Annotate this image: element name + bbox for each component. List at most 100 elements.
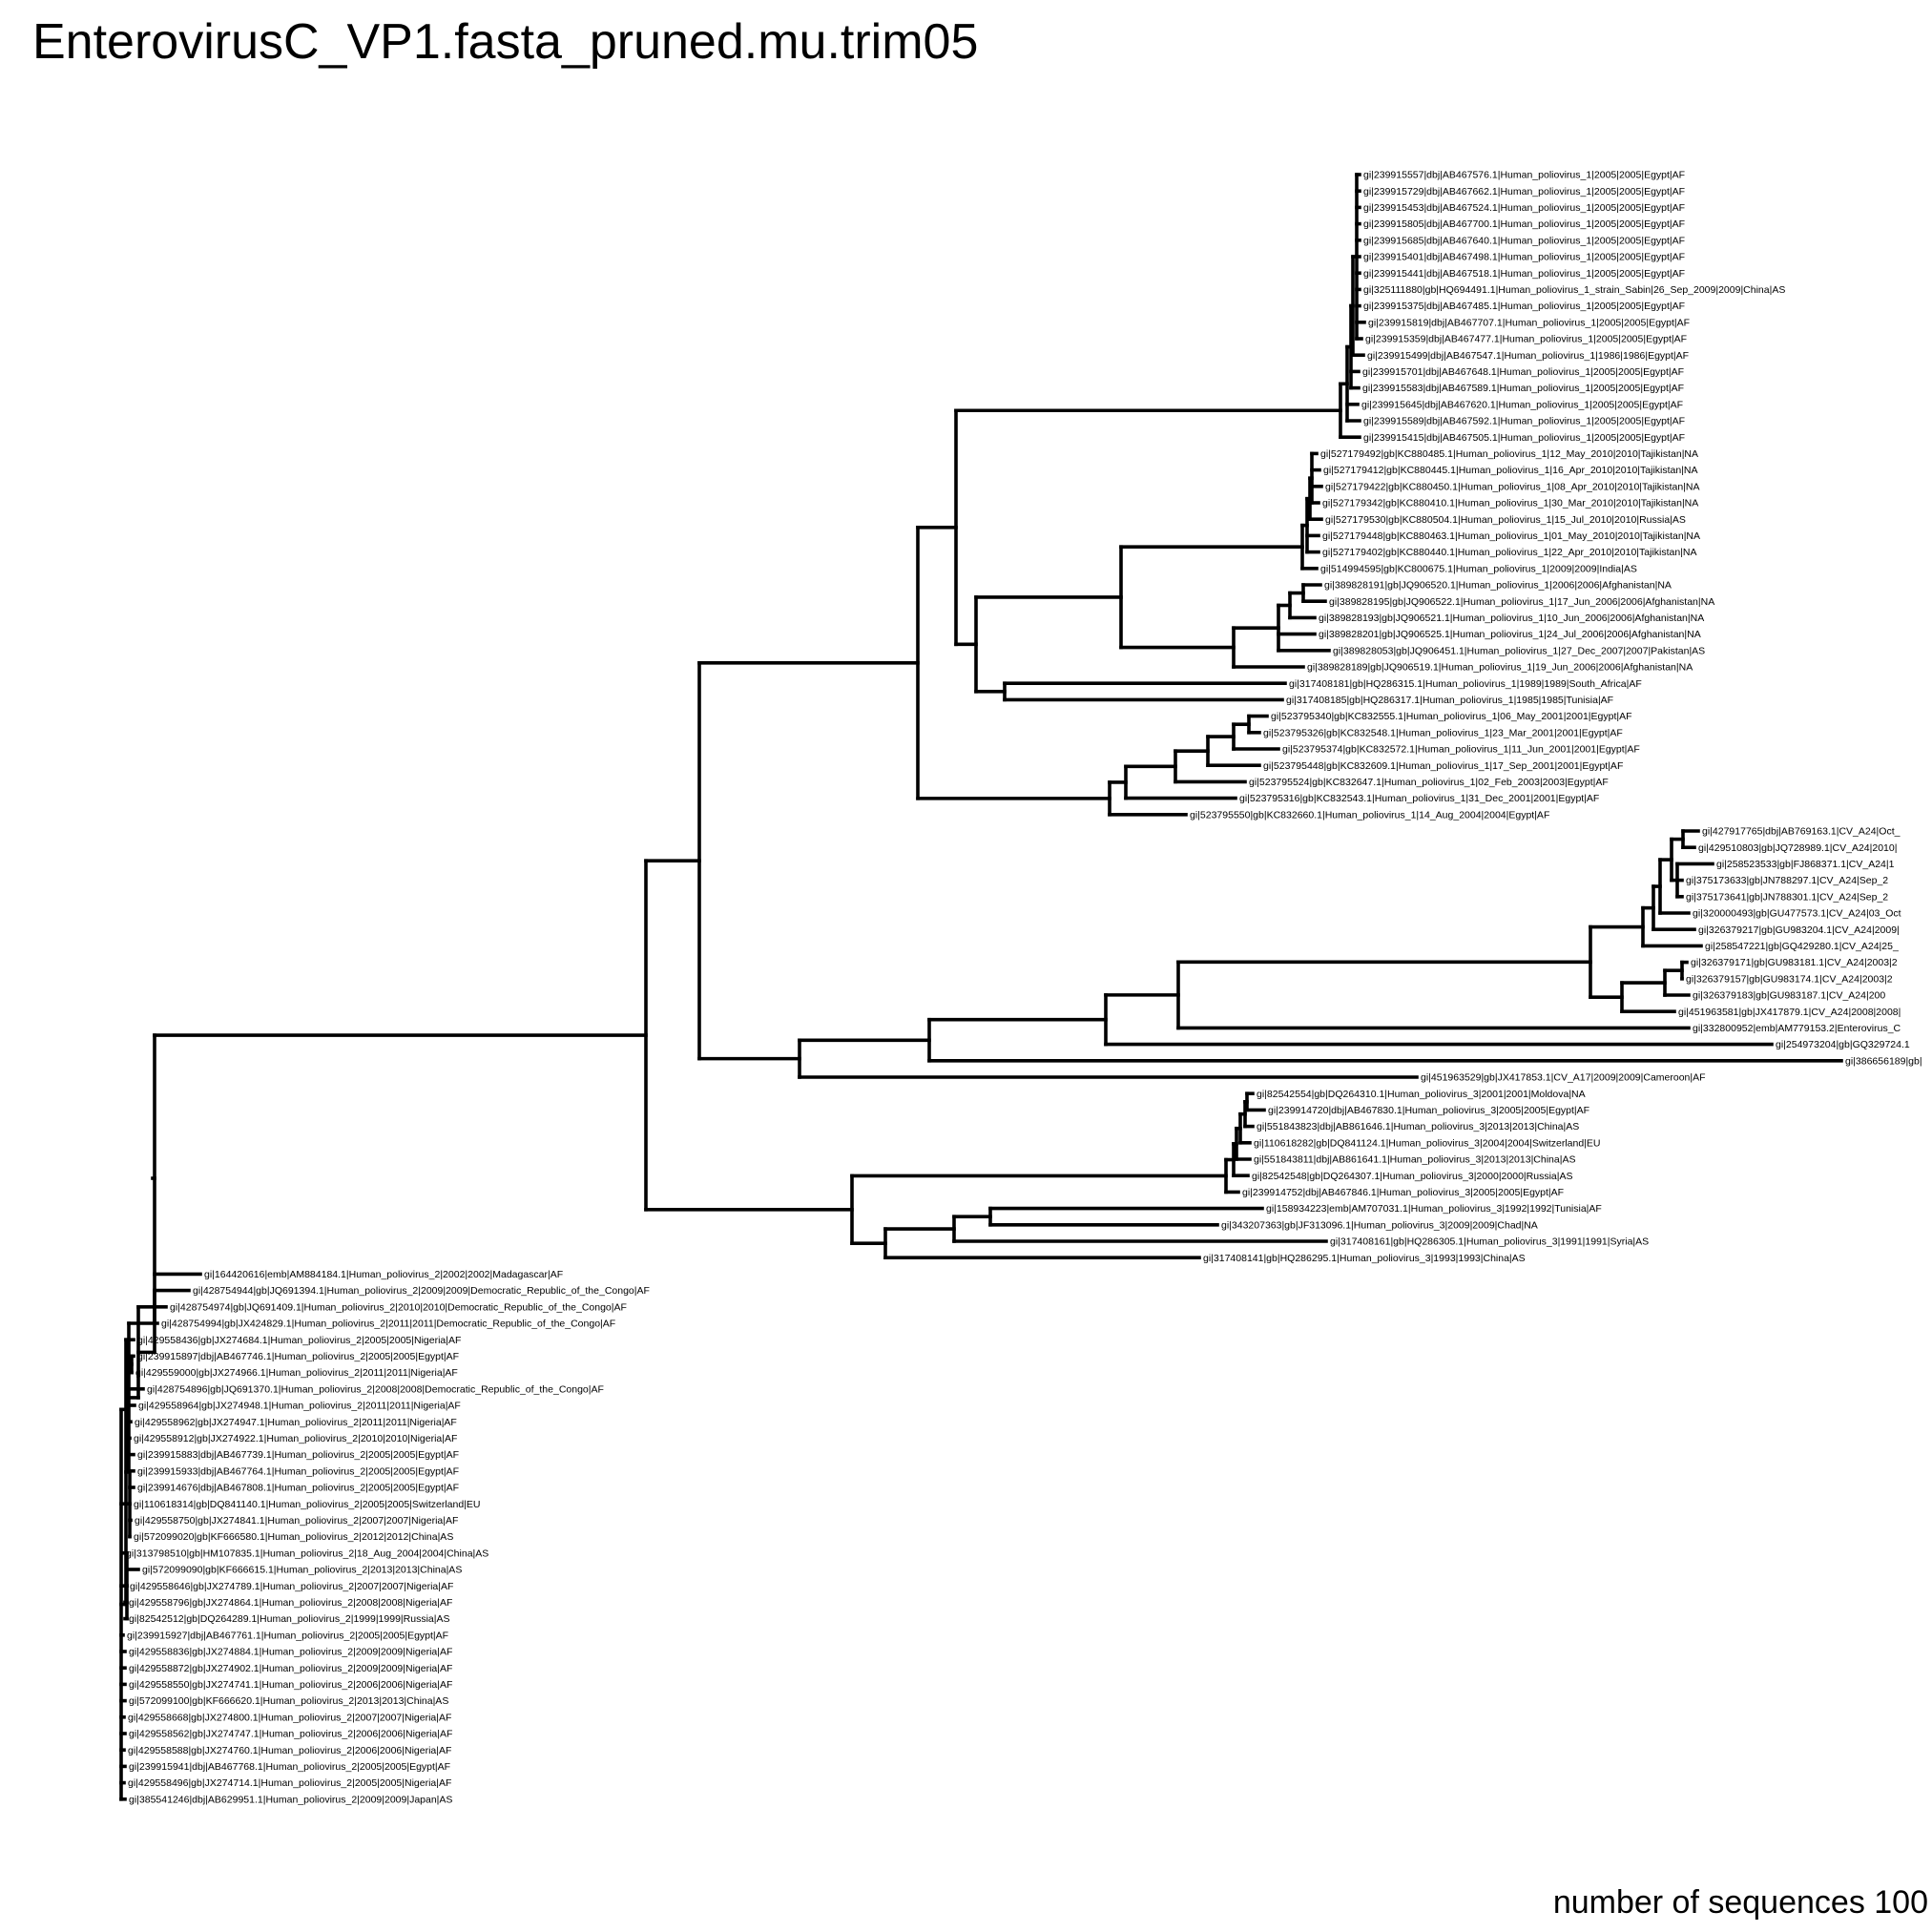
tip-label: gi|258547221|gb|GQ429280.1|CV_A24|25_ [1705, 941, 1899, 952]
tip-label: gi|429558962|gb|JX274947.1|Human_poliovi… [135, 1417, 457, 1428]
tip-label: gi|317408185|gb|HQ286317.1|Human_poliovi… [1286, 695, 1613, 706]
tip-label: gi|239915701|dbj|AB467648.1|Human_poliov… [1362, 366, 1684, 378]
tip-labels: gi|239915557|dbj|AB467576.1|Human_poliov… [126, 170, 1922, 1806]
tip-label: gi|429558836|gb|JX274884.1|Human_poliovi… [129, 1647, 452, 1658]
tip-label: gi|239915401|dbj|AB467498.1|Human_poliov… [1363, 252, 1685, 263]
tip-label: gi|429559000|gb|JX274966.1|Human_poliovi… [135, 1367, 458, 1379]
tip-label: gi|523795340|gb|KC832555.1|Human_poliovi… [1271, 711, 1632, 722]
tip-label: gi|239915729|dbj|AB467662.1|Human_poliov… [1363, 186, 1685, 197]
tip-label: gi|527179492|gb|KC880485.1|Human_poliovi… [1320, 448, 1698, 460]
tip-label: gi|239915819|dbj|AB467707.1|Human_poliov… [1368, 317, 1690, 328]
tip-label: gi|527179448|gb|KC880463.1|Human_poliovi… [1322, 530, 1700, 542]
tip-label: gi|389828191|gb|JQ906520.1|Human_poliovi… [1324, 580, 1672, 592]
tip-label: gi|429558912|gb|JX274922.1|Human_poliovi… [134, 1433, 457, 1444]
tip-label: gi|313798510|gb|HM107835.1|Human_poliovi… [126, 1548, 488, 1559]
tip-label: gi|326379157|gb|GU983174.1|CV_A24|2003|2 [1686, 973, 1893, 985]
tip-label: gi|239914720|dbj|AB467830.1|Human_poliov… [1268, 1105, 1589, 1116]
tip-label: gi|375173633|gb|JN788297.1|CV_A24|Sep_2 [1686, 875, 1888, 886]
page-title: EnterovirusC_VP1.fasta_pruned.mu.trim05 [32, 14, 979, 70]
tip-label: gi|523795524|gb|KC832647.1|Human_poliovi… [1249, 777, 1609, 788]
tip-label: gi|428754896|gb|JQ691370.1|Human_poliovi… [147, 1383, 604, 1395]
tip-label: gi|239915441|dbj|AB467518.1|Human_poliov… [1363, 268, 1685, 280]
tip-label: gi|523795316|gb|KC832543.1|Human_poliovi… [1239, 793, 1599, 804]
tip-label: gi|523795374|gb|KC832572.1|Human_poliovi… [1282, 744, 1640, 756]
tip-label: gi|514994595|gb|KC800675.1|Human_poliovi… [1320, 563, 1637, 574]
tip-label: gi|239914676|dbj|AB467808.1|Human_poliov… [137, 1483, 459, 1494]
tip-label: gi|451963581|gb|JX417879.1|CV_A24|2008|2… [1678, 1007, 1901, 1018]
tip-label: gi|239915583|dbj|AB467589.1|Human_poliov… [1362, 383, 1684, 394]
tip-label: gi|239915645|dbj|AB467620.1|Human_poliov… [1361, 399, 1683, 410]
tip-label: gi|82542512|gb|DQ264289.1|Human_poliovir… [129, 1613, 449, 1625]
tip-label: gi|239915941|dbj|AB467768.1|Human_poliov… [129, 1761, 450, 1773]
tip-label: gi|164420616|emb|AM884184.1|Human_poliov… [204, 1269, 563, 1280]
tip-label: gi|523795448|gb|KC832609.1|Human_poliovi… [1263, 760, 1623, 772]
tip-label: gi|326379183|gb|GU983187.1|CV_A24|200 [1693, 990, 1885, 1002]
tip-label: gi|326379217|gb|GU983204.1|CV_A24|2009| [1698, 924, 1900, 936]
tip-label: gi|82542554|gb|DQ264310.1|Human_poliovir… [1257, 1089, 1586, 1100]
tip-label: gi|429558550|gb|JX274741.1|Human_poliovi… [129, 1679, 452, 1691]
tip-label: gi|326379171|gb|GU983181.1|CV_A24|2003|2 [1691, 957, 1898, 968]
tip-label: gi|429558562|gb|JX274747.1|Human_poliovi… [129, 1729, 452, 1740]
tip-label: gi|429558436|gb|JX274684.1|Human_poliovi… [137, 1335, 461, 1346]
tip-label: gi|527179530|gb|KC880504.1|Human_poliovi… [1325, 514, 1686, 526]
tip-label: gi|386656189|gb| [1845, 1055, 1922, 1067]
tip-label: gi|389828193|gb|JQ906521.1|Human_poliovi… [1319, 613, 1704, 624]
tip-label: gi|82542548|gb|DQ264307.1|Human_poliovir… [1252, 1171, 1572, 1182]
tip-label: gi|239915883|dbj|AB467739.1|Human_poliov… [137, 1449, 459, 1461]
tip-label: gi|429558588|gb|JX274760.1|Human_poliovi… [128, 1745, 451, 1756]
tip-label: gi|429558750|gb|JX274841.1|Human_poliovi… [135, 1515, 458, 1527]
tip-label: gi|239915557|dbj|AB467576.1|Human_poliov… [1363, 170, 1685, 181]
tip-label: gi|258523533|gb|FJ868371.1|CV_A24|1 [1716, 859, 1895, 870]
tip-label: gi|254973204|gb|GQ329724.1 [1776, 1039, 1910, 1050]
tip-label: gi|527179402|gb|KC880440.1|Human_poliovi… [1322, 547, 1697, 558]
tip-label: gi|239915933|dbj|AB467764.1|Human_poliov… [137, 1465, 459, 1477]
tip-label: gi|389828201|gb|JQ906525.1|Human_poliovi… [1319, 629, 1701, 640]
tip-label: gi|317408141|gb|HQ286295.1|Human_poliovi… [1203, 1253, 1526, 1264]
tip-label: gi|389828189|gb|JQ906519.1|Human_poliovi… [1307, 662, 1693, 674]
tip-label: gi|428754994|gb|JX424829.1|Human_poliovi… [161, 1319, 615, 1330]
tip-label: gi|239914752|dbj|AB467846.1|Human_poliov… [1242, 1187, 1564, 1198]
tip-label: gi|389828195|gb|JQ906522.1|Human_poliovi… [1329, 596, 1714, 608]
tip-label: gi|239915359|dbj|AB467477.1|Human_poliov… [1365, 334, 1687, 345]
tip-label: gi|429558496|gb|JX274714.1|Human_poliovi… [128, 1777, 451, 1789]
tip-label: gi|527179342|gb|KC880410.1|Human_poliovi… [1322, 498, 1698, 509]
tip-label: gi|572099090|gb|KF666615.1|Human_poliovi… [142, 1565, 462, 1576]
tip-label: gi|239915897|dbj|AB467746.1|Human_poliov… [137, 1351, 459, 1362]
tip-label: gi|317408161|gb|HQ286305.1|Human_poliovi… [1330, 1236, 1649, 1248]
tip-label: gi|239915499|dbj|AB467547.1|Human_poliov… [1367, 350, 1689, 362]
tip-label: gi|239915375|dbj|AB467485.1|Human_poliov… [1363, 301, 1685, 312]
tip-label: gi|523795550|gb|KC832660.1|Human_poliovi… [1190, 809, 1549, 821]
tip-label: gi|239915927|dbj|AB467761.1|Human_poliov… [127, 1630, 448, 1641]
tip-label: gi|429510803|gb|JQ728989.1|CV_A24|2010| [1698, 842, 1897, 854]
tip-label: gi|523795326|gb|KC832548.1|Human_poliovi… [1263, 727, 1623, 738]
tip-label: gi|389828053|gb|JQ906451.1|Human_poliovi… [1333, 645, 1705, 656]
tree-branches [119, 173, 1843, 1801]
tip-label: gi|385541246|dbj|AB629951.1|Human_poliov… [129, 1794, 452, 1805]
tip-label: gi|239915685|dbj|AB467640.1|Human_poliov… [1363, 235, 1685, 246]
tip-label: gi|429558872|gb|JX274902.1|Human_poliovi… [129, 1663, 452, 1674]
tip-label: gi|429558964|gb|JX274948.1|Human_poliovi… [138, 1401, 461, 1412]
tip-label: gi|527179422|gb|KC880450.1|Human_poliovi… [1325, 481, 1700, 492]
tip-label: gi|572099100|gb|KF666620.1|Human_poliovi… [129, 1695, 448, 1707]
tip-label: gi|551843811|dbj|AB861641.1|Human_poliov… [1254, 1154, 1575, 1166]
tip-label: gi|527179412|gb|KC880445.1|Human_poliovi… [1323, 465, 1698, 476]
tip-label: gi|239915453|dbj|AB467524.1|Human_poliov… [1363, 202, 1685, 214]
tip-label: gi|428754944|gb|JQ691394.1|Human_poliovi… [193, 1285, 650, 1297]
tip-label: gi|239915415|dbj|AB467505.1|Human_poliov… [1363, 432, 1685, 444]
sequence-count: number of sequences 100 [1552, 1884, 1928, 1921]
tip-label: gi|239915805|dbj|AB467700.1|Human_poliov… [1363, 218, 1685, 230]
tip-label: gi|429558796|gb|JX274864.1|Human_poliovi… [129, 1597, 452, 1609]
tip-label: gi|429558668|gb|JX274800.1|Human_poliovi… [128, 1712, 451, 1723]
tip-label: gi|332800952|emb|AM779153.2|Enterovirus_… [1693, 1023, 1901, 1034]
tip-label: gi|317408181|gb|HQ286315.1|Human_poliovi… [1289, 678, 1642, 690]
tip-label: gi|320000493|gb|GU477573.1|CV_A24|03_Oct [1693, 908, 1901, 920]
tip-label: gi|428754974|gb|JQ691409.1|Human_poliovi… [170, 1301, 627, 1313]
tip-label: gi|429558646|gb|JX274789.1|Human_poliovi… [130, 1581, 453, 1592]
tip-label: gi|572099020|gb|KF666580.1|Human_poliovi… [134, 1531, 453, 1543]
tip-label: gi|451963529|gb|JX417853.1|CV_A17|2009|2… [1421, 1072, 1706, 1084]
tip-label: gi|110618314|gb|DQ841140.1|Human_poliovi… [134, 1499, 481, 1510]
tip-label: gi|343207363|gb|JF313096.1|Human_poliovi… [1221, 1219, 1538, 1231]
tip-label: gi|110618282|gb|DQ841124.1|Human_poliovi… [1254, 1137, 1601, 1149]
tip-label: gi|375173641|gb|JN788301.1|CV_A24|Sep_2 [1686, 891, 1888, 903]
